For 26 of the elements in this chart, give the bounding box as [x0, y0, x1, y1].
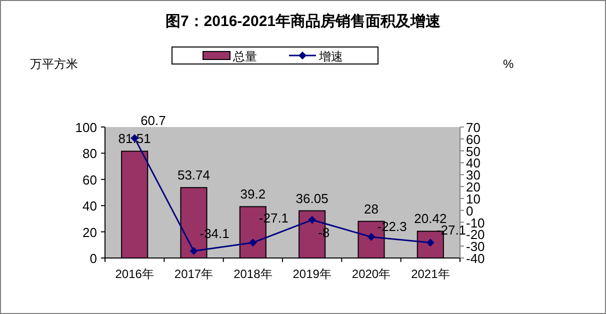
y2-axis-title: %: [503, 57, 514, 71]
y-tick-label: 60: [82, 172, 97, 188]
x-tick-label: 2021年: [411, 267, 450, 281]
data-label: 28: [364, 201, 378, 216]
x-tick-label: 2016年: [115, 267, 154, 281]
y-tick-label: 100: [75, 120, 97, 135]
y-tick-label: 20: [82, 224, 97, 240]
point: [308, 216, 316, 224]
legend-label: 增速: [318, 50, 343, 64]
data-label: 36.05: [296, 190, 328, 206]
y-tick-label: 40: [82, 198, 97, 214]
y-axis-title: 万平方米: [30, 57, 78, 71]
x-tick-label: 2017年: [174, 267, 214, 281]
y-tick-label: 0: [90, 251, 97, 266]
chart-title: 图7：2016-2021年商品房销售面积及增速: [165, 12, 442, 30]
data-label: 53.74: [177, 168, 210, 183]
y-tick-label: 80: [82, 146, 97, 162]
data-label: 39.2: [240, 186, 266, 202]
point: [190, 246, 198, 255]
x-tick-label: 2020年: [352, 267, 391, 281]
data-label: 60.7: [140, 113, 166, 128]
x-tick-label: 2018年: [234, 267, 272, 281]
point: [248, 238, 257, 247]
legend-label: 总量: [232, 50, 257, 64]
point: [367, 232, 376, 241]
x-tick-label: 2019年: [292, 267, 332, 281]
